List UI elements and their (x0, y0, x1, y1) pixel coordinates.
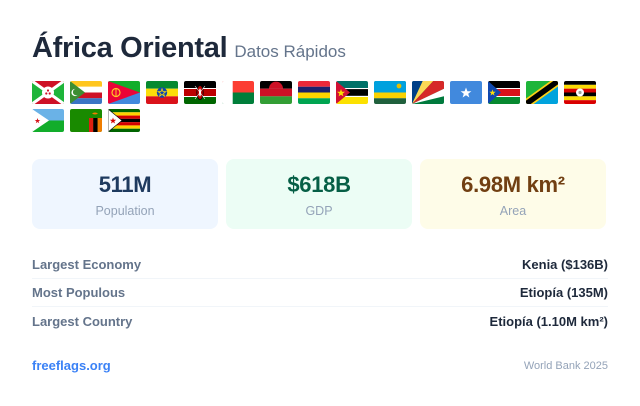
ethiopia-flag-icon (146, 81, 178, 104)
page-title: África Oriental (32, 32, 228, 64)
header: África Oriental Datos Rápidos (32, 32, 608, 68)
population-label: Population (95, 204, 155, 218)
eritrea-flag-icon (108, 81, 140, 104)
fact-row-most-populous: Most Populous Etiopía (135M) (32, 279, 608, 307)
fact-row-largest-country: Largest Country Etiopía (1.10M km²) (32, 307, 608, 335)
burundi-flag-icon (32, 81, 64, 104)
djibouti-flag-icon (32, 109, 64, 132)
page-subtitle: Datos Rápidos (234, 42, 346, 61)
fact-key: Largest Economy (32, 257, 142, 272)
stats-row: 511M Population $618B GDP 6.98M km² Area (32, 159, 608, 229)
fact-value: Etiopía (135M) (519, 285, 608, 300)
mozambique-flag-icon (336, 81, 368, 104)
area-value: 6.98M km² (461, 172, 565, 197)
tanzania-flag-icon (526, 81, 558, 104)
comoros-flag-icon (70, 81, 102, 104)
fact-key: Largest Country (32, 313, 133, 329)
area-label: Area (499, 204, 527, 218)
population-value: 511M (98, 172, 152, 197)
zimbabwe-flag-icon (108, 109, 140, 132)
mauritius-flag-icon (298, 81, 330, 104)
brand-link[interactable]: freeflags.org (32, 358, 111, 373)
gdp-stat-card: $618B GDP (226, 159, 412, 229)
zambia-flag-icon (70, 109, 102, 132)
flag-strip (32, 81, 612, 137)
facts-list: Largest Economy Kenia ($136B) Most Popul… (32, 251, 608, 335)
fact-row-largest-economy: Largest Economy Kenia ($136B) (32, 251, 608, 279)
population-stat-card: 511M Population (32, 159, 218, 229)
uganda-flag-icon (564, 81, 596, 104)
madagascar-flag-icon (222, 81, 254, 104)
rwanda-flag-icon (374, 81, 406, 104)
gdp-value: $618B (287, 172, 351, 197)
south-sudan-flag-icon (488, 81, 520, 104)
data-source: World Bank 2025 (523, 359, 608, 372)
seychelles-flag-icon (412, 81, 444, 104)
fact-key: Most Populous (32, 285, 126, 300)
area-stat-card: 6.98M km² Area (420, 159, 606, 229)
fact-value: Kenia ($136B) (522, 257, 608, 272)
footer: freeflags.org World Bank 2025 (32, 358, 608, 373)
gdp-label: GDP (305, 204, 333, 218)
fact-value: Etiopía (1.10M km²) (489, 313, 608, 329)
malawi-flag-icon (260, 81, 292, 104)
kenya-flag-icon (184, 81, 216, 104)
somalia-flag-icon (450, 81, 482, 104)
